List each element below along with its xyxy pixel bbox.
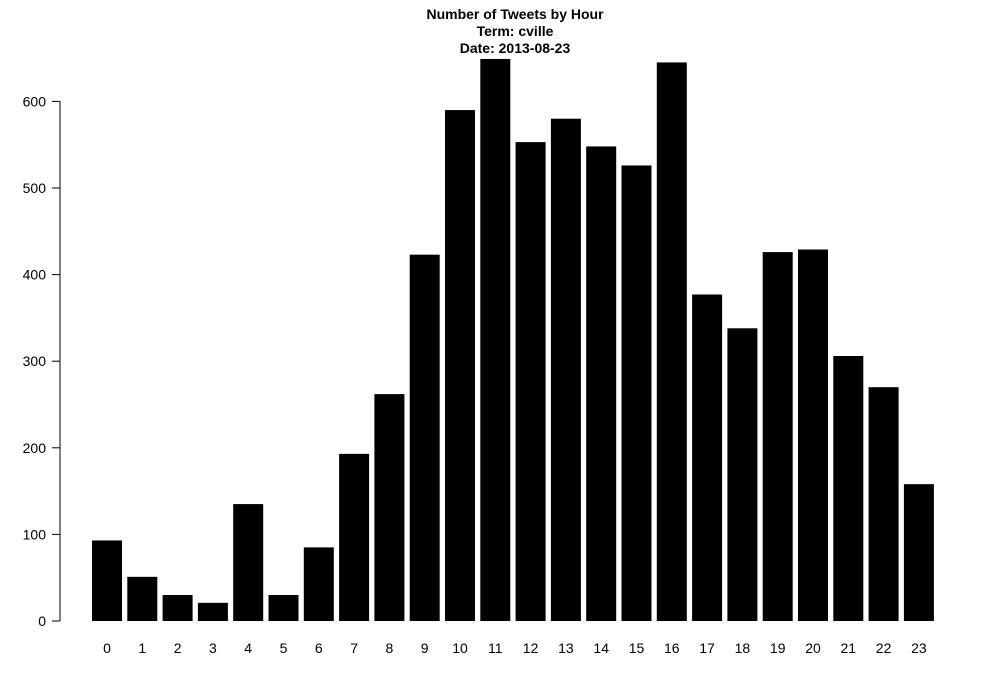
- chart-subtitle-term: Term: cville: [476, 23, 554, 39]
- y-tick-label-200: 200: [23, 440, 47, 456]
- x-tick-label-14: 14: [593, 640, 609, 656]
- x-tick-label-11: 11: [488, 640, 503, 656]
- x-tick-label-22: 22: [876, 640, 892, 656]
- y-tick-label-0: 0: [38, 613, 46, 629]
- bar-6: [303, 547, 334, 621]
- x-tick-label-16: 16: [664, 640, 680, 656]
- bar-12: [515, 142, 546, 622]
- y-tick-label-600: 600: [23, 93, 47, 109]
- x-tick-label-17: 17: [699, 640, 715, 656]
- x-tick-label-20: 20: [805, 640, 821, 656]
- bar-11: [480, 58, 511, 621]
- x-tick-label-12: 12: [523, 640, 539, 656]
- x-tick-label-5: 5: [280, 640, 288, 656]
- y-tick-label-400: 400: [23, 267, 47, 283]
- bar-23: [903, 484, 934, 621]
- x-tick-label-6: 6: [315, 640, 323, 656]
- x-tick-label-2: 2: [174, 640, 182, 656]
- bar-1: [127, 576, 158, 621]
- bar-20: [798, 249, 828, 621]
- x-tick-label-10: 10: [452, 640, 468, 656]
- bar-18: [727, 328, 758, 621]
- bar-5: [268, 595, 299, 621]
- bar-0: [92, 540, 122, 621]
- y-tick-label-500: 500: [23, 180, 47, 196]
- bar-7: [339, 453, 370, 621]
- bar-17: [692, 294, 723, 621]
- x-tick-label-9: 9: [421, 640, 429, 656]
- x-tick-label-23: 23: [911, 640, 927, 656]
- bar-10: [445, 110, 475, 621]
- bar-16: [656, 62, 687, 622]
- x-tick-label-13: 13: [558, 640, 574, 656]
- x-tick-label-18: 18: [735, 640, 751, 656]
- bar-21: [833, 356, 864, 621]
- x-tick-label-0: 0: [103, 640, 111, 656]
- x-tick-label-21: 21: [841, 640, 857, 656]
- y-tick-label-100: 100: [23, 526, 47, 542]
- chart-subtitle-date: Date: 2013-08-23: [459, 40, 571, 56]
- bar-22: [868, 387, 899, 621]
- bar-4: [233, 504, 264, 621]
- chart-title: Number of Tweets by Hour: [426, 6, 604, 22]
- x-tick-label-4: 4: [244, 640, 252, 656]
- bar-13: [550, 118, 581, 621]
- x-tick-label-19: 19: [770, 640, 786, 656]
- bar-2: [162, 595, 193, 621]
- bar-8: [374, 394, 405, 621]
- x-tick-label-1: 1: [138, 640, 146, 656]
- bar-9: [409, 254, 440, 621]
- x-tick-label-7: 7: [350, 640, 358, 656]
- bar-15: [621, 165, 652, 621]
- bar-19: [762, 252, 793, 622]
- bar-3: [197, 602, 228, 621]
- y-tick-label-300: 300: [23, 353, 47, 369]
- bar-14: [586, 146, 617, 621]
- x-tick-label-3: 3: [209, 640, 217, 656]
- x-tick-label-15: 15: [629, 640, 645, 656]
- x-tick-label-8: 8: [386, 640, 394, 656]
